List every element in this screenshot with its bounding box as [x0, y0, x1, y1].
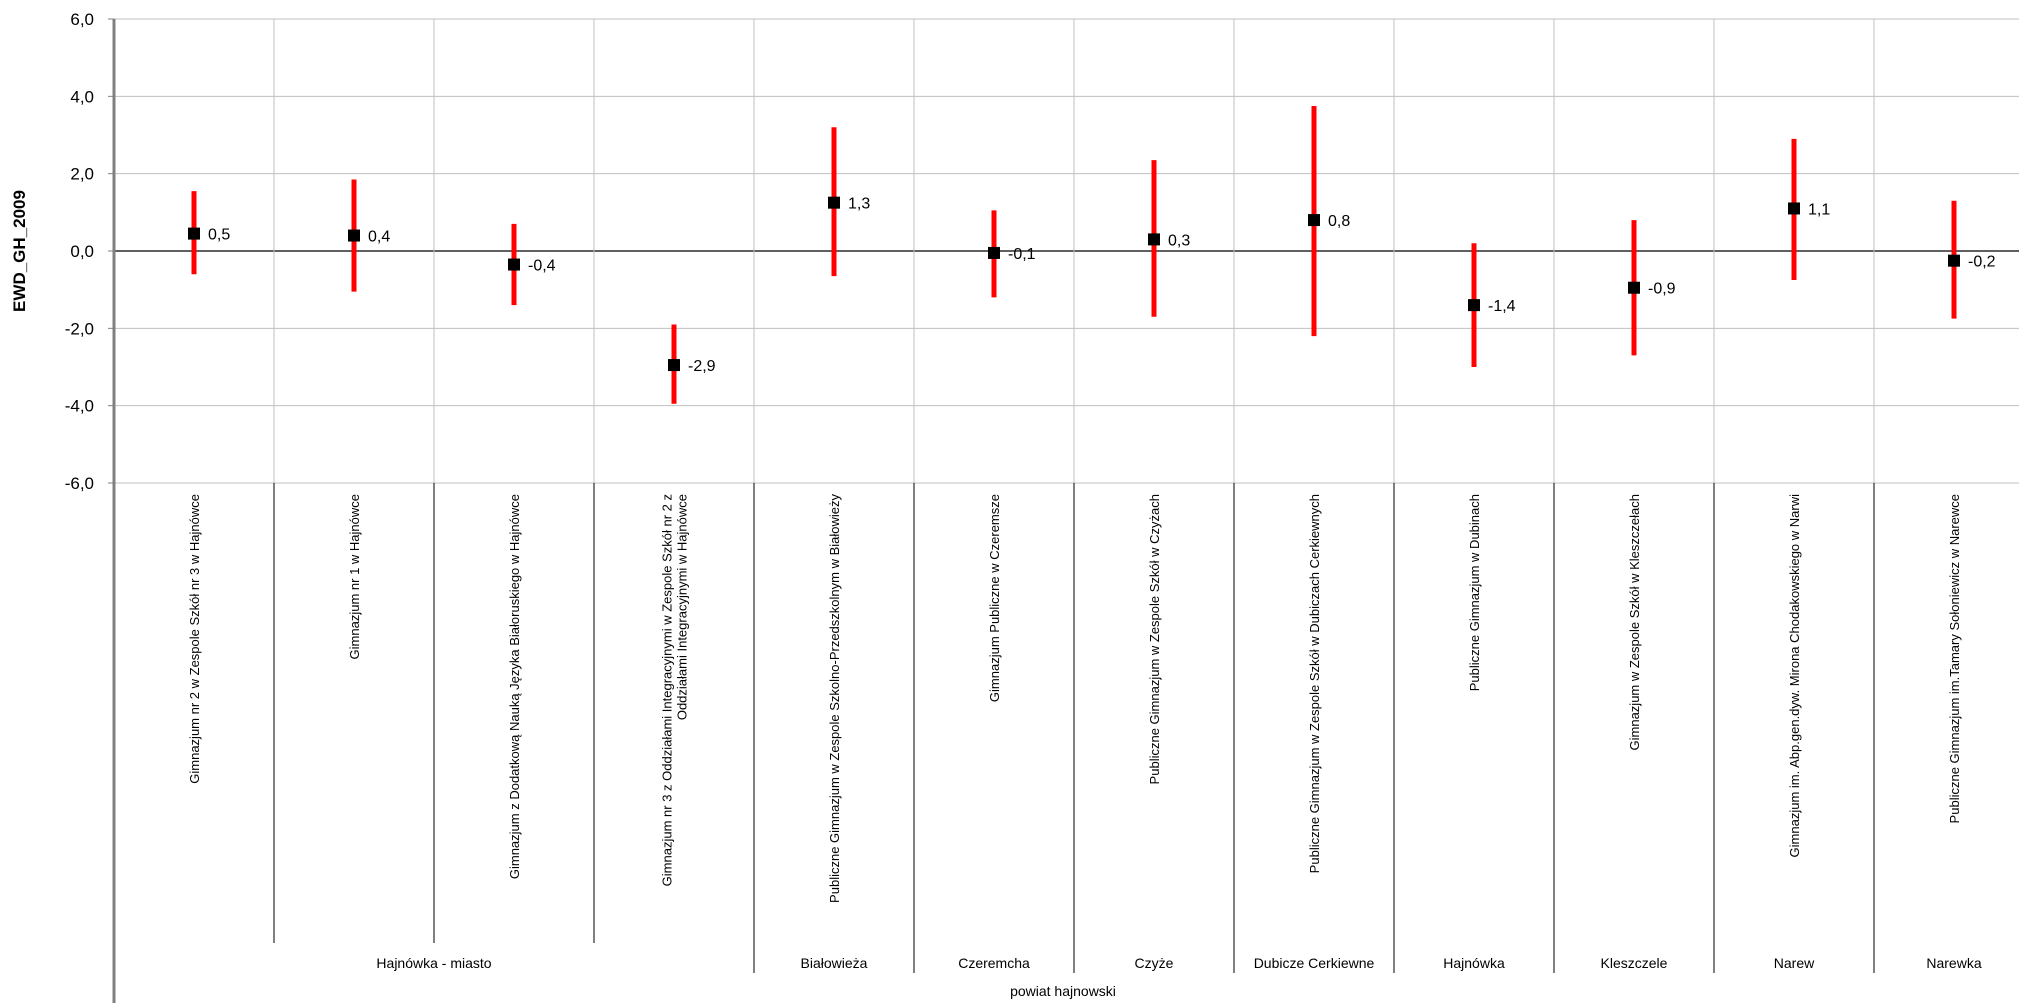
county-label: powiat hajnowski — [1010, 983, 1116, 999]
point-marker — [668, 359, 680, 372]
y-tick-label: -2,0 — [65, 319, 94, 338]
group-label: Hajnówka - miasto — [376, 955, 491, 971]
value-label: 0,3 — [1168, 232, 1190, 249]
value-label: -0,9 — [1648, 281, 1676, 298]
value-label: -2,9 — [688, 358, 716, 375]
point-marker — [1148, 233, 1160, 246]
group-label: Czyże — [1135, 955, 1174, 971]
y-tick-label: 4,0 — [70, 87, 94, 106]
gridlines — [114, 18, 2019, 484]
point-marker — [188, 227, 200, 240]
school-label: Publiczne Gimnazjum w Zespole Szkolno-Pr… — [827, 494, 842, 903]
group-label: Hajnówka — [1443, 955, 1505, 971]
point-marker — [348, 229, 360, 242]
y-tick-label: -6,0 — [65, 474, 94, 493]
school-label-line: Publiczne Gimnazjum w Zespole Szkolno-Pr… — [827, 494, 842, 903]
school-label: Publiczne Gimnazjum im.Tamary Sołoniewic… — [1947, 494, 1962, 823]
school-label-line: Gimnazjum nr 1 w Hajnówce — [347, 494, 362, 659]
group-labels: Hajnówka - miasto Białowieża Czeremcha Czyż… — [376, 955, 1981, 971]
value-label: 1,3 — [848, 196, 870, 213]
group-label: Dubicze Cerkiewne — [1254, 955, 1375, 971]
school-label-line: Gimnazjum w Zespole Szkół w Kleszczełach — [1627, 494, 1642, 750]
value-label: -0,4 — [528, 258, 556, 275]
school-label-line: Publiczne Gimnazjum w Dubinach — [1467, 494, 1482, 691]
school-label-line: Gimnazjum im. Abp.gen.dyw. Mirona Chodak… — [1787, 494, 1802, 858]
school-label-line: Publiczne Gimnazjum w Zespole Szkół w Du… — [1307, 494, 1322, 873]
group-label: Białowieża — [801, 955, 868, 971]
school-label-line: Gimnazjum nr 2 w Zespole Szkół nr 3 w Ha… — [187, 494, 202, 784]
point-marker — [1308, 214, 1320, 227]
y-tick-labels: 6,0 4,0 2,0 0,0 -2,0 -4,0 -6,0 — [65, 10, 94, 493]
point-marker — [988, 246, 1000, 259]
value-label: -1,4 — [1488, 298, 1516, 315]
school-label: Gimnazjum im. Abp.gen.dyw. Mirona Chodak… — [1787, 494, 1802, 858]
value-label: 0,5 — [208, 227, 230, 244]
point-marker — [508, 258, 520, 271]
school-label: Gimnazjum w Zespole Szkół w Kleszczełach — [1627, 494, 1642, 750]
school-label: Gimnazjum Publiczne w Czeremsze — [987, 494, 1002, 702]
school-label: Gimnazjum nr 3 z Oddziałami Integracyjny… — [660, 494, 690, 886]
school-label-line: Oddziałami Integracyjnymi w Hajnówce — [675, 494, 690, 720]
value-label: 0,4 — [368, 229, 390, 246]
school-label-line: Gimnazjum nr 3 z Oddziałami Integracyjny… — [660, 494, 675, 886]
school-label: Gimnazjum z Dodatkową Nauką Języka Biało… — [507, 494, 522, 879]
school-label: Publiczne Gimnazjum w Zespole Szkół w Cz… — [1147, 494, 1162, 784]
y-tick-label: 2,0 — [70, 165, 94, 184]
point-marker — [1628, 281, 1640, 294]
group-label: Narewka — [1926, 955, 1981, 971]
group-label: Kleszczele — [1601, 955, 1668, 971]
school-label: Publiczne Gimnazjum w Zespole Szkół w Du… — [1307, 494, 1322, 873]
point-marker — [828, 196, 840, 209]
school-label-line: Gimnazjum Publiczne w Czeremsze — [987, 494, 1002, 702]
school-label: Publiczne Gimnazjum w Dubinach — [1467, 494, 1482, 691]
school-label-line: Publiczne Gimnazjum im.Tamary Sołoniewic… — [1947, 494, 1962, 823]
group-label: Narew — [1774, 955, 1815, 971]
value-label: -0,2 — [1968, 254, 1996, 271]
value-label: 0,8 — [1328, 213, 1350, 230]
y-axis-title: EWD_GH_2009 — [10, 190, 29, 312]
point-marker — [1468, 299, 1480, 312]
category-separators — [273, 483, 1875, 973]
data-series: 0,5 0,4 -0,4 -2,9 1,3 -0,1 0,3 0,8 -1,4 -0,9 1,1 -0… — [188, 106, 1996, 404]
y-tick-label: 0,0 — [70, 242, 94, 261]
school-label: Gimnazjum nr 2 w Zespole Szkół nr 3 w Ha… — [187, 494, 202, 784]
school-labels: Gimnazjum nr 2 w Zespole Szkół nr 3 w Ha… — [187, 494, 1962, 903]
school-label-line: Publiczne Gimnazjum w Zespole Szkół w Cz… — [1147, 494, 1162, 784]
y-tick-label: 6,0 — [70, 10, 94, 29]
school-label: Gimnazjum nr 1 w Hajnówce — [347, 494, 362, 659]
axes — [108, 18, 116, 1003]
group-label: Czeremcha — [958, 955, 1030, 971]
point-marker — [1788, 202, 1800, 215]
value-label: -0,1 — [1008, 246, 1036, 263]
y-tick-label: -4,0 — [65, 397, 94, 416]
value-label: 1,1 — [1808, 201, 1830, 218]
school-label-line: Gimnazjum z Dodatkową Nauką Języka Biało… — [507, 494, 522, 879]
point-marker — [1948, 254, 1960, 267]
